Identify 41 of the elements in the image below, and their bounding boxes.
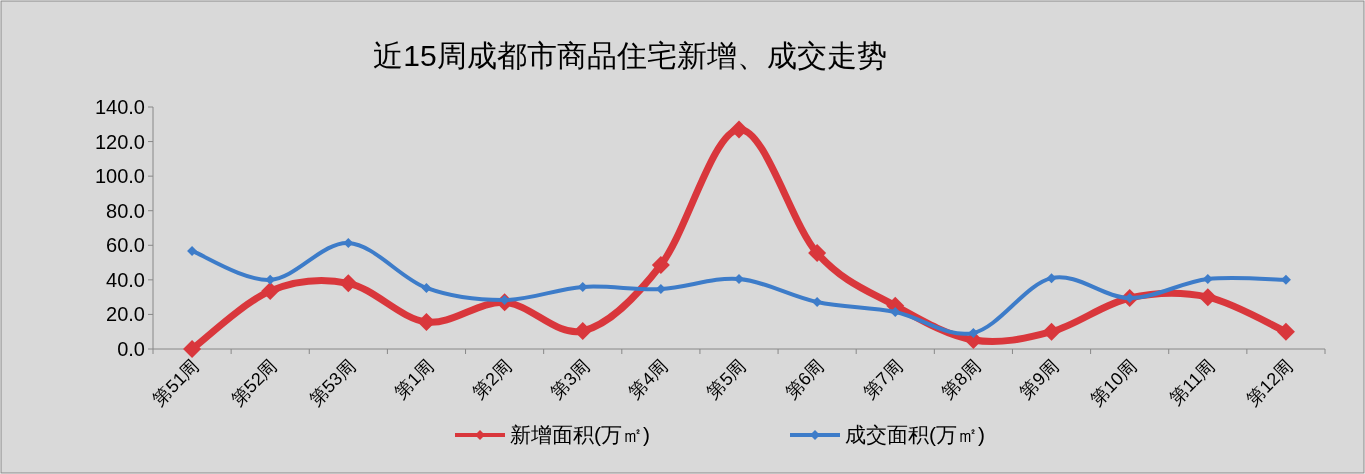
point	[730, 120, 748, 139]
y-tick-label: 80.0	[106, 199, 145, 222]
y-tick-label: 20.0	[106, 303, 145, 326]
x-tick-label: 第5周	[703, 355, 750, 403]
y-tick-label: 100.0	[94, 165, 145, 188]
x-tick-label: 第3周	[546, 355, 594, 403]
point	[421, 282, 432, 293]
x-tick-label: 第11周	[1165, 355, 1219, 409]
chart-title: 近15周成都市商品住宅新增、成交走势	[373, 39, 887, 72]
point	[808, 244, 827, 263]
point	[890, 307, 901, 318]
x-tick-label: 第8周	[937, 355, 985, 403]
y-tick-label: 60.0	[106, 234, 145, 257]
x-tick-label: 第12周	[1243, 355, 1297, 410]
x-tick-label: 第51周	[149, 355, 203, 410]
point	[1046, 273, 1057, 284]
point	[1276, 322, 1295, 341]
point	[261, 282, 280, 301]
x-tick-label: 第2周	[468, 355, 516, 403]
legend-label: 成交面积(万㎡)	[845, 423, 985, 446]
point	[734, 273, 744, 284]
x-tick-label: 第9周	[1015, 355, 1063, 403]
point	[1042, 322, 1061, 341]
x-tick-label: 第7周	[859, 355, 907, 403]
x-tick-label: 第53周	[305, 355, 360, 410]
point	[183, 340, 202, 358]
x-tick-label: 第4周	[625, 355, 672, 403]
y-tick-label: 120.0	[94, 130, 145, 153]
point	[187, 245, 198, 256]
legend-label: 新增面积(万㎡)	[510, 423, 650, 446]
point	[968, 327, 979, 338]
point	[651, 255, 670, 274]
x-tick-label: 第1周	[390, 355, 438, 403]
x-tick-label: 第10周	[1086, 355, 1141, 410]
x-tick-label: 第52周	[227, 355, 282, 410]
y-tick-label: 0.0	[117, 338, 145, 360]
y-tick-label: 140.0	[94, 96, 145, 118]
y-tick-label: 40.0	[106, 268, 145, 291]
point	[339, 274, 358, 293]
x-tick-label: 第6周	[781, 355, 828, 403]
point	[1198, 288, 1217, 307]
